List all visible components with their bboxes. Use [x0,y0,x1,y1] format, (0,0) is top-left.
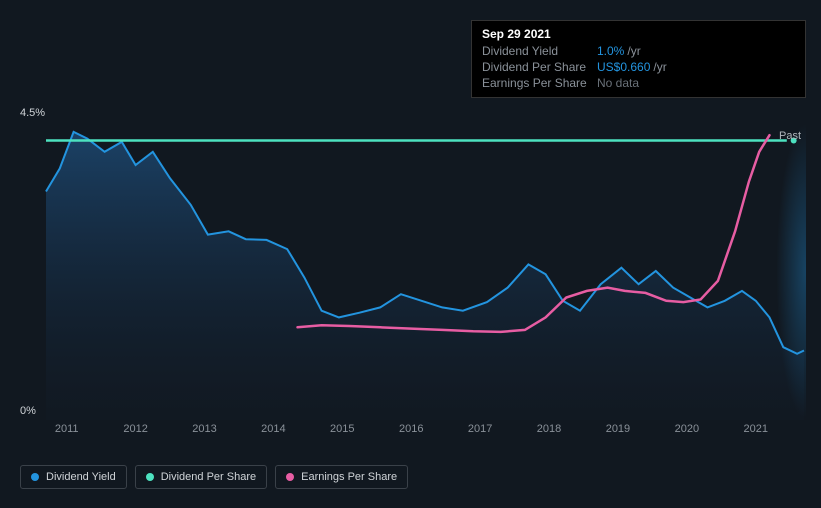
x-axis: 2011 2012 2013 2014 2015 2016 2017 2018 2019 2020… [46,423,804,443]
y-tick-min: 0% [20,405,36,417]
tooltip-row-label: Dividend Yield [482,44,597,58]
tooltip-row-unit: /yr [627,44,640,58]
x-tick: 2014 [261,423,285,435]
legend-dot-icon [286,473,294,481]
tooltip-row: Dividend Per ShareUS$0.660/yr [482,59,795,75]
legend-label: Dividend Yield [46,471,116,483]
tooltip-row: Earnings Per ShareNo data [482,75,795,91]
tooltip-row-label: Dividend Per Share [482,60,597,74]
tooltip-row-label: Earnings Per Share [482,76,597,90]
x-tick: 2016 [399,423,423,435]
tooltip-date: Sep 29 2021 [482,27,795,41]
tooltip-row-unit: /yr [653,60,666,74]
dividend-chart: Sep 29 2021 Dividend Yield1.0%/yrDividen… [0,0,821,508]
x-tick: 2019 [606,423,630,435]
x-tick: 2017 [468,423,492,435]
legend-dot-icon [31,473,39,481]
dividend-yield-area [46,132,804,420]
x-tick: 2013 [192,423,216,435]
chart-tooltip: Sep 29 2021 Dividend Yield1.0%/yrDividen… [471,20,806,98]
past-label: Past [779,130,801,142]
tooltip-row-value: 1.0% [597,44,624,58]
tooltip-row-value: US$0.660 [597,60,650,74]
tooltip-row: Dividend Yield1.0%/yr [482,43,795,59]
x-tick: 2020 [675,423,699,435]
tooltip-row-value: No data [597,76,639,90]
x-tick: 2012 [123,423,147,435]
legend-dot-icon [146,473,154,481]
x-tick: 2015 [330,423,354,435]
legend-label: Dividend Per Share [161,471,256,483]
legend-label: Earnings Per Share [301,471,397,483]
x-tick: 2011 [55,423,79,435]
y-tick-max: 4.5% [20,107,45,119]
x-tick: 2018 [537,423,561,435]
legend-item[interactable]: Dividend Per Share [135,465,267,489]
legend-item[interactable]: Earnings Per Share [275,465,408,489]
chart-legend: Dividend Yield Dividend Per Share Earnings… [20,465,408,489]
chart-plot[interactable] [46,122,804,420]
legend-item[interactable]: Dividend Yield [20,465,127,489]
x-tick: 2021 [744,423,768,435]
